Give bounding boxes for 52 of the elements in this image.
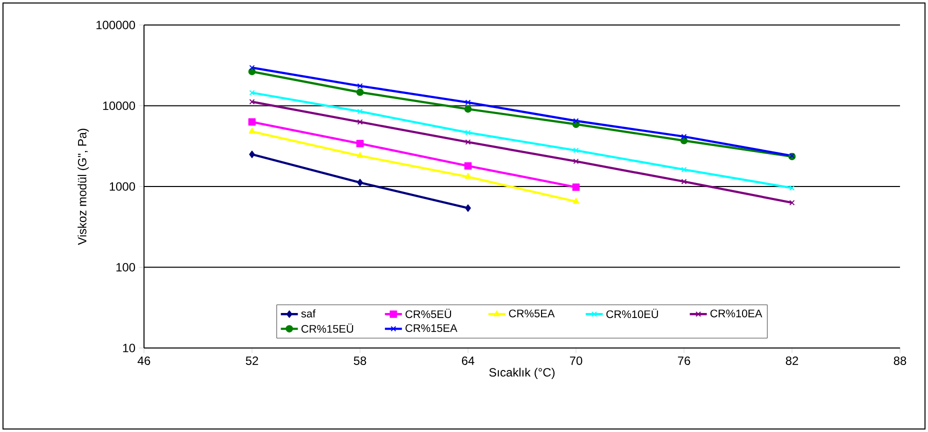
x-tick-label: 58	[354, 356, 366, 365]
point	[572, 184, 580, 191]
y-tick-label: 1000	[110, 182, 136, 191]
point	[357, 178, 363, 186]
x-tick-label: 70	[570, 356, 582, 365]
y-tick-label: 10000	[103, 102, 136, 110]
x-tick-label: 76	[678, 356, 690, 365]
legend-label: saf	[301, 309, 316, 318]
legend-label: CR%5EÜ	[406, 308, 452, 318]
point	[357, 108, 363, 114]
point	[248, 118, 256, 126]
point	[573, 118, 579, 124]
point	[573, 158, 579, 164]
point	[248, 128, 256, 134]
point	[789, 200, 795, 206]
point	[681, 166, 687, 172]
legend-label: CR%10EA	[710, 310, 762, 318]
point	[464, 173, 472, 179]
point	[249, 64, 255, 70]
point	[573, 148, 579, 154]
point	[357, 83, 363, 89]
x-tick-label: 82	[786, 356, 798, 365]
y-tick-label: 10	[123, 344, 136, 352]
point	[572, 198, 580, 204]
point	[789, 185, 795, 191]
point	[465, 100, 471, 106]
point	[465, 139, 471, 145]
x-tick-label: 46	[138, 356, 150, 365]
legend-label: CR%15EA	[406, 324, 458, 332]
legend-label: CR%15EÜ	[302, 323, 354, 333]
point	[465, 204, 471, 212]
point	[249, 90, 255, 96]
x-axis-title: Sıcaklık (°C)	[489, 368, 555, 379]
point	[465, 130, 471, 136]
point	[681, 134, 687, 140]
x-tick-label: 64	[462, 356, 474, 365]
point	[249, 150, 255, 158]
legend-label: CR%5EA	[509, 310, 555, 318]
point	[464, 162, 472, 170]
point	[356, 152, 364, 158]
point	[356, 88, 364, 96]
y-tick-label: 100	[116, 263, 136, 272]
point	[464, 105, 472, 113]
x-tick-label: 52	[246, 356, 258, 365]
y-axis-title: Viskoz modül (G", Pa)	[78, 128, 89, 245]
point	[356, 140, 364, 148]
y-tick-label: 100000	[96, 20, 136, 30]
point	[681, 178, 687, 184]
point	[249, 99, 255, 105]
legend-label: CR%10EÜ	[606, 308, 658, 318]
point	[357, 119, 363, 125]
x-tick-label: 88	[894, 356, 906, 365]
